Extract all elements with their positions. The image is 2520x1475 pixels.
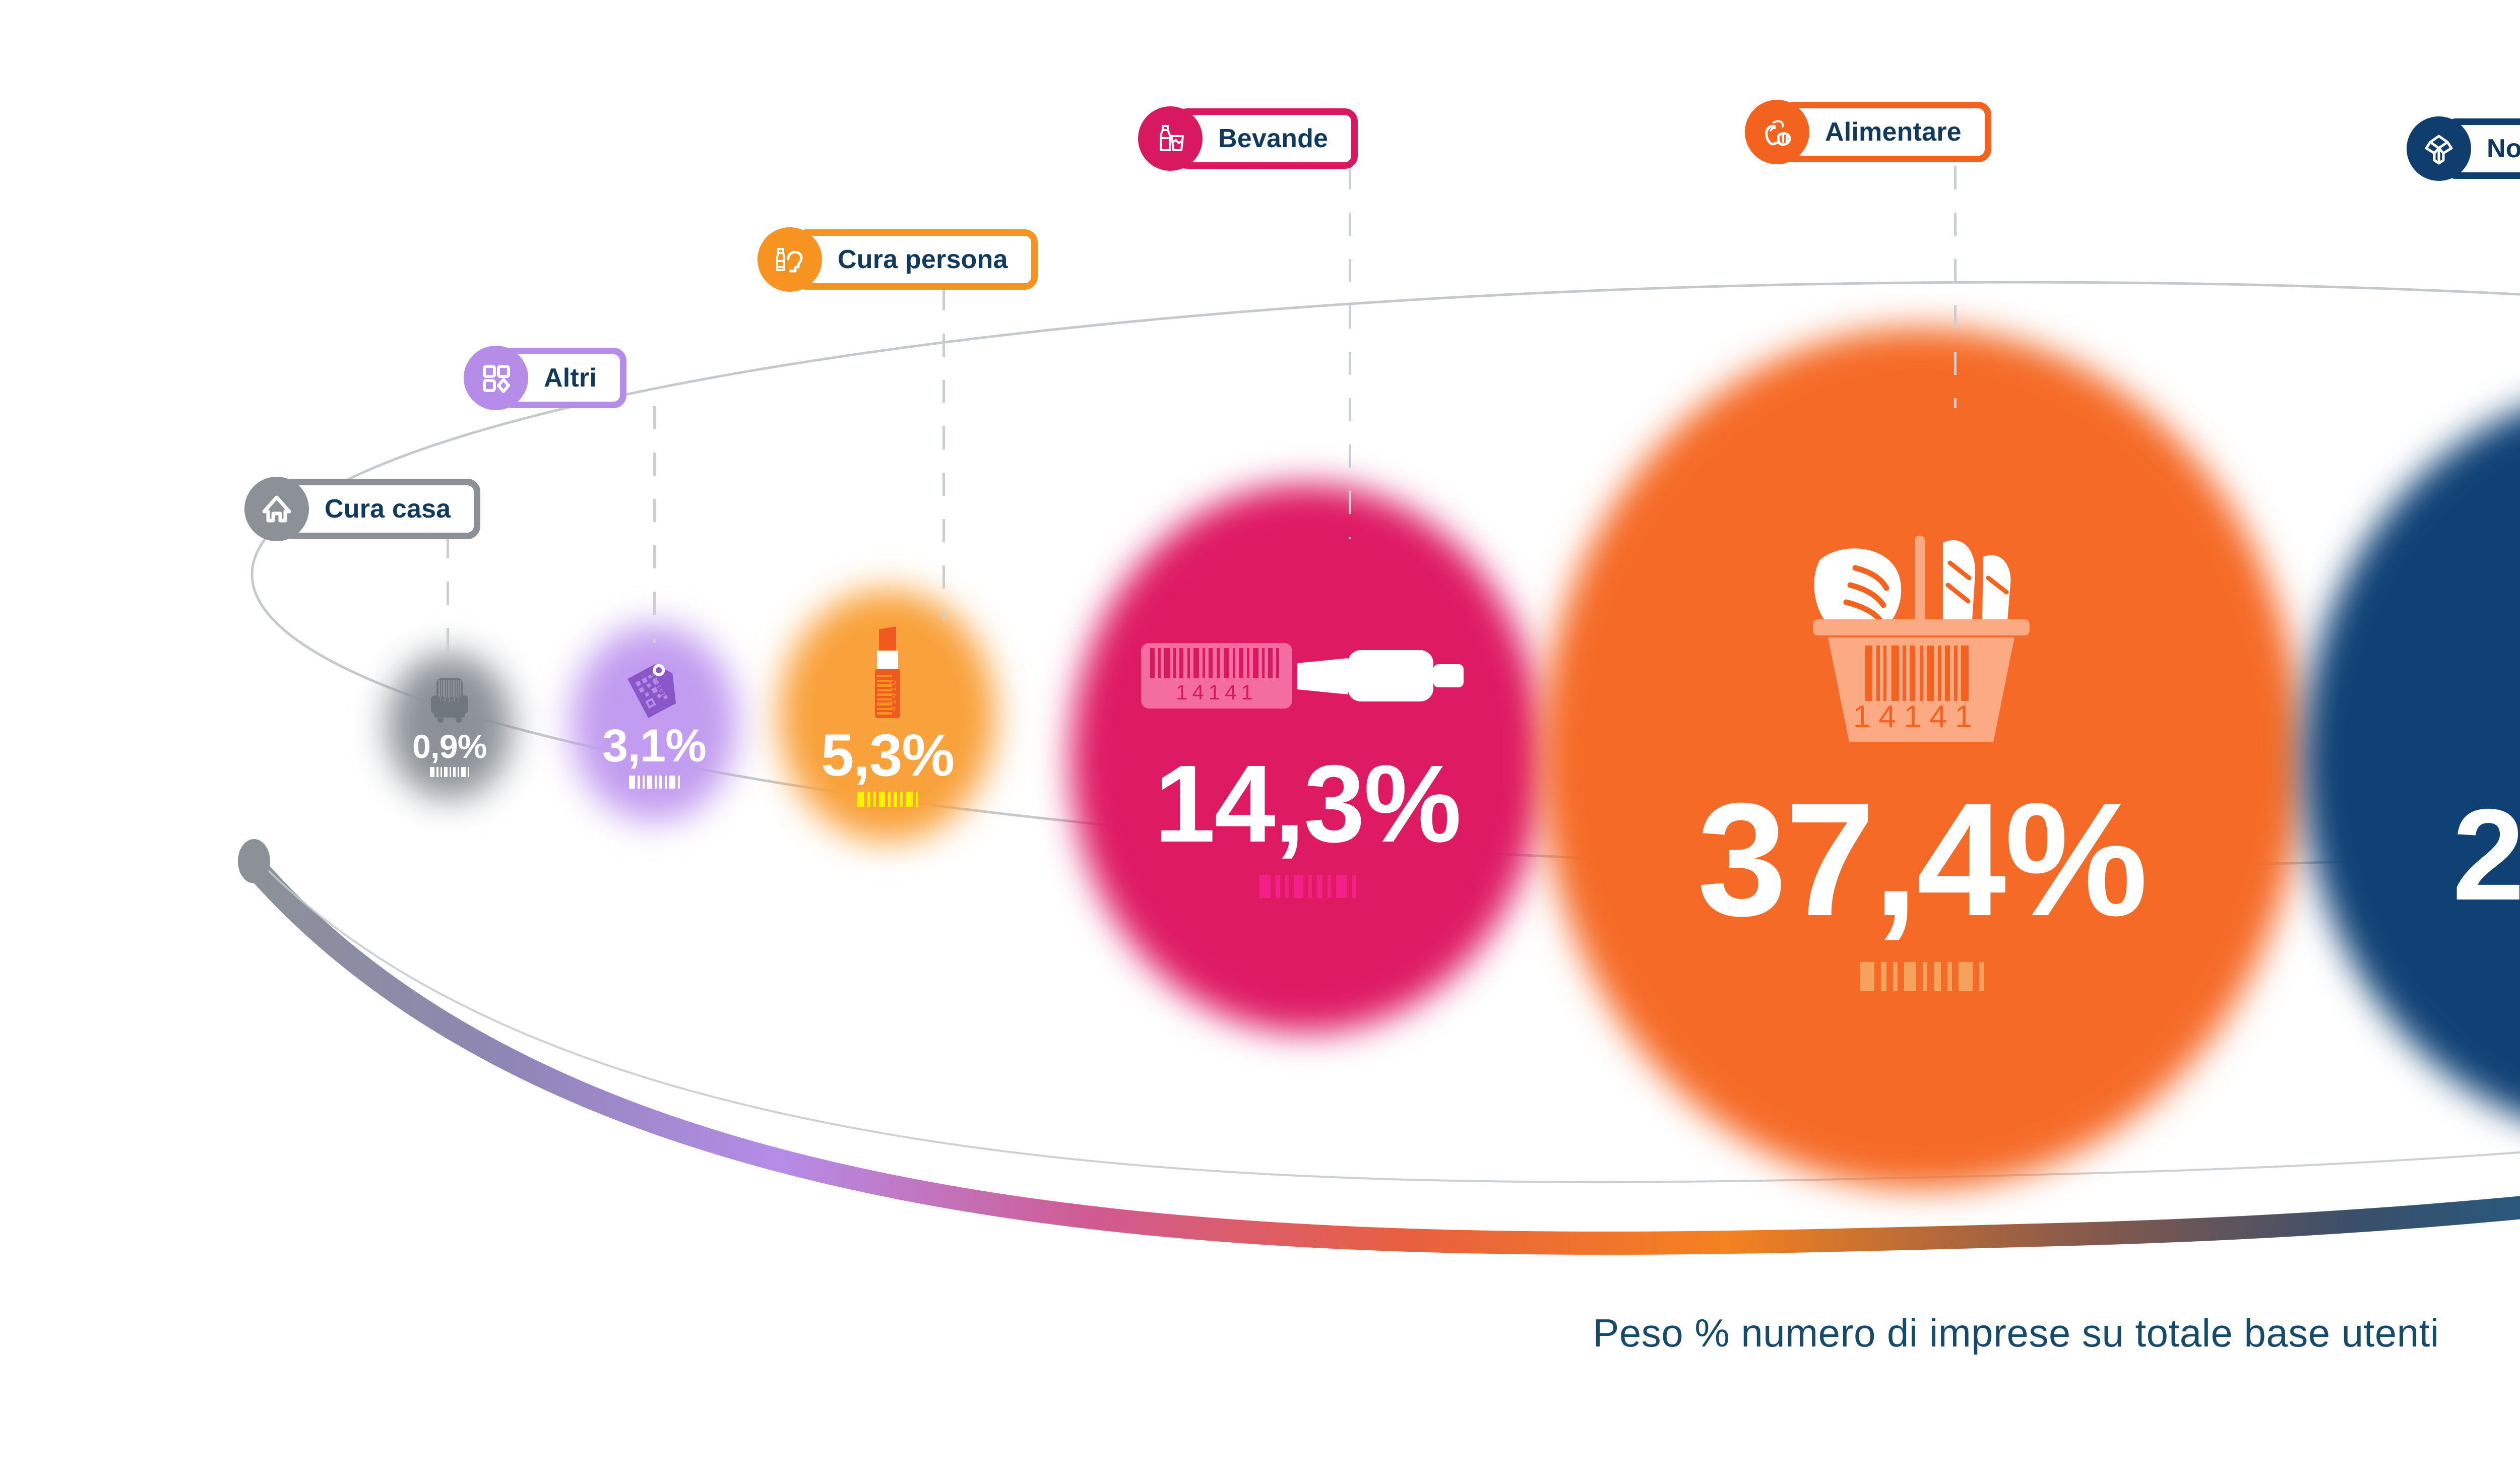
connector-cura-persona <box>942 287 945 620</box>
apple-bread-icon <box>1745 100 1809 164</box>
mini-barcode <box>430 767 469 778</box>
pill-box: Cura casa <box>281 479 481 539</box>
svg-text:14141: 14141 <box>1853 699 1980 734</box>
connector-altri <box>653 406 656 643</box>
svg-text:14141: 14141 <box>438 695 461 703</box>
label-alimentare[interactable]: Alimentare <box>1745 100 1991 164</box>
label-text: Bevande <box>1218 124 1329 153</box>
connector-bevande <box>1349 166 1351 539</box>
bottle-barcode-icon: 14141 <box>1131 619 1484 745</box>
bubble-percent: 5,3% <box>821 722 955 789</box>
bubble-glow <box>1541 328 2302 1189</box>
lipstick-barcode-icon: 41410 <box>850 624 925 725</box>
price-tag-qr-icon: 141015 <box>619 658 689 723</box>
bottle-face-icon <box>758 227 822 292</box>
bubble-bevande[interactable]: 14141 14,3% <box>1070 484 1544 1033</box>
bubble-percent: 37,4% <box>1697 769 2148 949</box>
bubble-glow <box>1070 484 1544 1033</box>
bubble-percent: 0,9% <box>412 727 487 765</box>
open-box-icon <box>2407 116 2471 181</box>
bubble-percent: 3,1% <box>602 720 707 772</box>
shopping-basket-bread-icon: 14141 <box>1766 526 2078 767</box>
connector-alimentare <box>1954 166 1957 408</box>
bubble-percent: 14,3% <box>1154 743 1461 866</box>
bubble-percent: 29,1% <box>2452 782 2520 928</box>
bubble-cura-casa[interactable]: 14141 0,9% <box>387 653 512 799</box>
pill-box: Bevande <box>1174 108 1358 169</box>
label-non-food[interactable]: Non food <box>2407 116 2520 181</box>
svg-text:41410: 41410 <box>888 678 898 711</box>
svg-text:14141: 14141 <box>1176 680 1257 704</box>
mini-barcode <box>1259 874 1356 898</box>
label-cura-persona[interactable]: Cura persona <box>758 227 1038 292</box>
bottle-glass-icon <box>1138 106 1203 171</box>
house-icon <box>244 477 309 541</box>
mini-barcode <box>1860 962 1984 991</box>
bubble-alimentare[interactable]: 14141 37,4% <box>1541 328 2302 1189</box>
label-text: Cura casa <box>325 494 451 524</box>
label-cura-casa[interactable]: Cura casa <box>244 477 481 541</box>
shapes-grid-icon <box>464 346 528 410</box>
label-altri[interactable]: Altri <box>464 346 626 410</box>
label-text: Cura persona <box>838 245 1008 274</box>
label-text: Alimentare <box>1825 117 1962 147</box>
caption-text: Peso % numero di imprese su totale base … <box>1593 1311 2439 1355</box>
pill-box: Cura persona <box>794 229 1038 290</box>
bubble-glow <box>571 625 737 821</box>
mini-barcode <box>628 775 680 789</box>
label-text: Non food <box>2487 134 2520 163</box>
label-bevande[interactable]: Bevande <box>1138 106 1358 171</box>
pill-box: Alimentare <box>1781 102 1991 162</box>
label-text: Altri <box>544 363 597 393</box>
bubble-cura-persona[interactable]: 41410 5,3% <box>779 590 996 842</box>
armchair-barcode-icon: 14141 <box>422 675 477 728</box>
mini-barcode <box>857 792 918 807</box>
connector-cura-casa <box>447 535 449 656</box>
bubble-altri[interactable]: 141015 3,1% <box>571 625 737 821</box>
